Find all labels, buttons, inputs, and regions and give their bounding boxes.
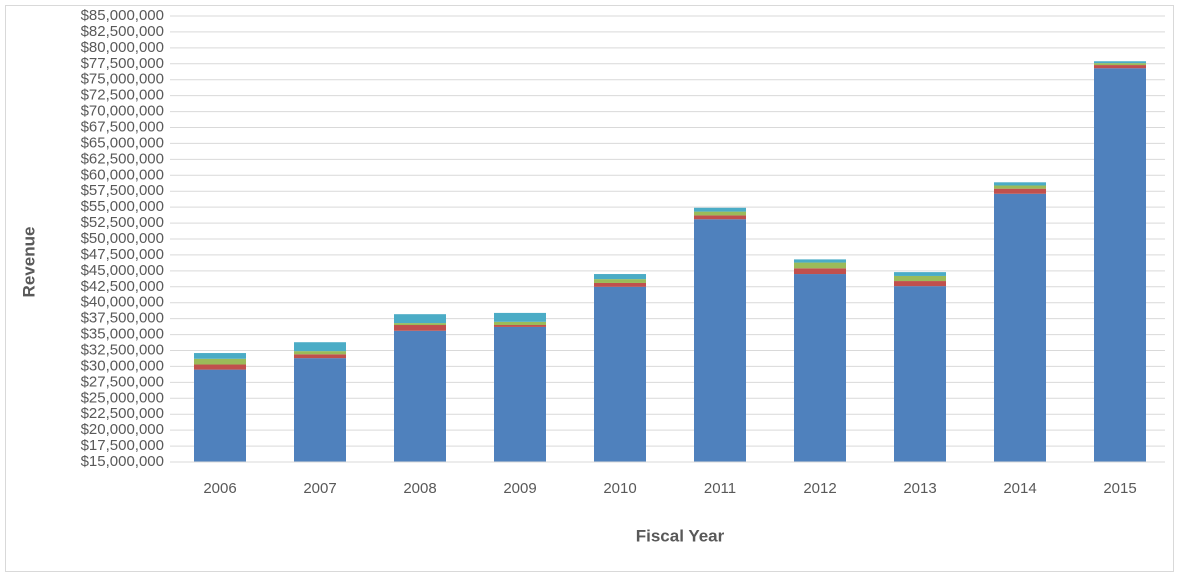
y-tick-label: $50,000,000 (81, 230, 164, 247)
y-tick-label: $80,000,000 (81, 39, 164, 56)
y-tick-label: $25,000,000 (81, 389, 164, 406)
bar-segment (594, 274, 646, 280)
bar-segment (294, 351, 346, 355)
y-tick-label: $27,500,000 (81, 373, 164, 390)
bar-segment (1094, 63, 1146, 66)
y-tick-label: $75,000,000 (81, 71, 164, 88)
x-tick-label: 2011 (704, 480, 736, 497)
bar-segment (894, 286, 946, 462)
bar-segment (394, 314, 446, 324)
bar-segment (594, 282, 646, 287)
y-tick-label: $85,000,000 (81, 7, 164, 24)
y-tick-label: $82,500,000 (81, 23, 164, 40)
chart-border (5, 5, 1174, 572)
y-tick-label: $72,500,000 (81, 87, 164, 104)
bar-segment (294, 354, 346, 359)
bar-segment (1094, 68, 1146, 462)
bar-segment (694, 219, 746, 462)
x-tick-label: 2010 (603, 480, 636, 497)
bar-segment (1094, 61, 1146, 64)
y-tick-label: $30,000,000 (81, 357, 164, 374)
y-tick-label: $37,500,000 (81, 310, 164, 327)
y-tick-label: $60,000,000 (81, 166, 164, 183)
bar-segment (594, 286, 646, 462)
y-tick-label: $57,500,000 (81, 182, 164, 199)
y-tick-label: $32,500,000 (81, 341, 164, 358)
y-tick-label: $55,000,000 (81, 198, 164, 215)
bar-segment (994, 193, 1046, 462)
x-tick-label: 2008 (403, 480, 436, 497)
y-tick-label: $70,000,000 (81, 103, 164, 120)
y-tick-label: $52,500,000 (81, 214, 164, 231)
bar-segment (194, 358, 246, 365)
bar-segment (394, 323, 446, 326)
bar-segment (194, 364, 246, 370)
x-tick-label: 2014 (1003, 480, 1036, 497)
bar-segment (894, 272, 946, 276)
y-tick-label: $22,500,000 (81, 405, 164, 422)
x-tick-label: 2006 (203, 480, 236, 497)
y-tick-label: $65,000,000 (81, 134, 164, 151)
bar-segment (694, 207, 746, 212)
y-tick-label: $45,000,000 (81, 262, 164, 279)
bar-segment (794, 259, 846, 263)
bar-segment (794, 274, 846, 462)
bar-segment (294, 342, 346, 352)
x-tick-label: 2009 (503, 480, 536, 497)
bar-segment (894, 281, 946, 287)
y-tick-label: $40,000,000 (81, 294, 164, 311)
bar-segment (594, 279, 646, 283)
y-tick-label: $67,500,000 (81, 118, 164, 135)
x-tick-label: 2007 (303, 480, 336, 497)
bar-segment (294, 358, 346, 462)
x-tick-label: 2015 (1103, 480, 1136, 497)
y-tick-label: $47,500,000 (81, 246, 164, 263)
y-tick-label: $17,500,000 (81, 437, 164, 454)
bar-segment (1094, 65, 1146, 69)
x-tick-label: 2013 (903, 480, 936, 497)
bar-segment (494, 312, 546, 322)
bar-segment (694, 215, 746, 220)
y-tick-label: $20,000,000 (81, 421, 164, 438)
bar-segment (194, 369, 246, 462)
bar-segment (994, 182, 1046, 186)
y-axis-title: Revenue (19, 227, 38, 298)
bar-segment (394, 330, 446, 462)
bar-segment (894, 275, 946, 282)
bar-segment (394, 325, 446, 331)
bar-segment (494, 326, 546, 462)
y-tick-label: $62,500,000 (81, 150, 164, 167)
bar-segment (994, 188, 1046, 194)
y-tick-label: $77,500,000 (81, 55, 164, 72)
bar-segment (494, 325, 546, 327)
y-tick-label: $15,000,000 (81, 453, 164, 470)
y-tick-label: $35,000,000 (81, 326, 164, 343)
x-axis-title: Fiscal Year (636, 526, 725, 545)
x-tick-label: 2012 (803, 480, 836, 497)
bar-segment (694, 211, 746, 216)
bar-segment (794, 268, 846, 275)
bar-segment (494, 321, 546, 326)
bar-segment (994, 185, 1046, 189)
bar-segment (794, 262, 846, 269)
bar-segment (194, 353, 246, 359)
y-tick-label: $42,500,000 (81, 278, 164, 295)
